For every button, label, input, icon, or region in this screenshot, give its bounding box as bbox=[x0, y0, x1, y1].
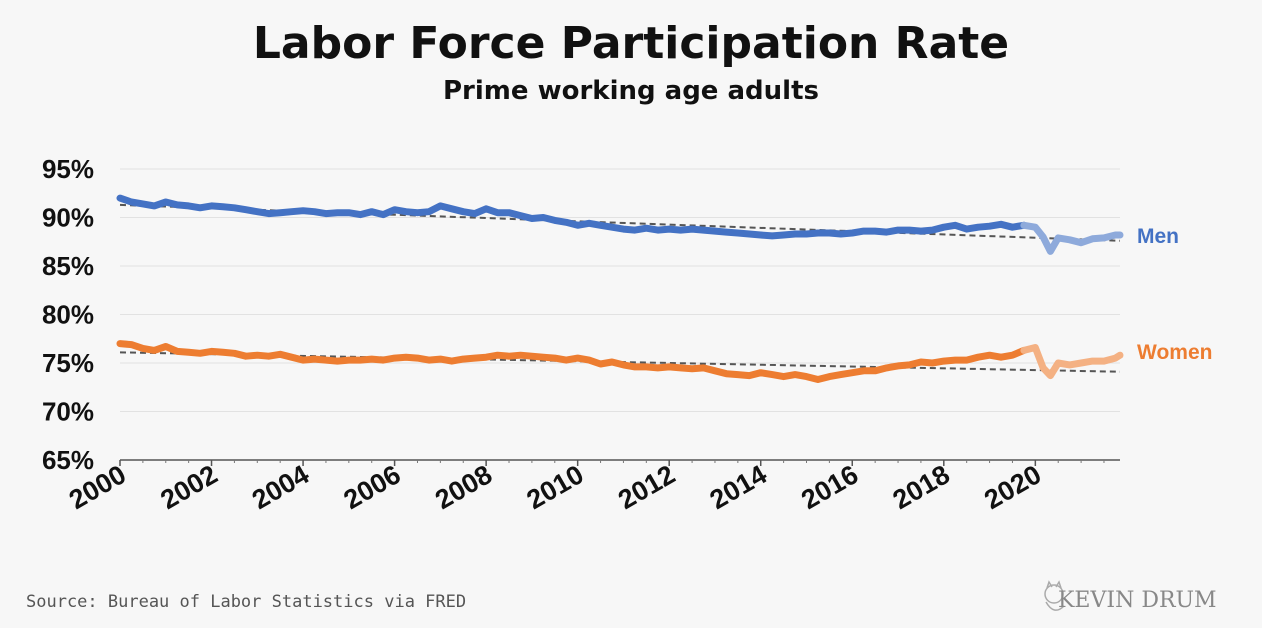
y-tick-label: 95% bbox=[42, 154, 94, 184]
x-tick-label: 2010 bbox=[522, 459, 589, 515]
x-tick-label: 2012 bbox=[613, 459, 680, 515]
y-axis: 65% 70% 75% 80% 85% 90% 95% bbox=[42, 154, 94, 475]
grid-lines bbox=[120, 168, 1120, 412]
x-tick-label: 2014 bbox=[705, 459, 772, 515]
series-label-men: Men bbox=[1137, 225, 1179, 248]
series-line-men-2020-onward bbox=[1020, 221, 1124, 255]
y-tick-label: 85% bbox=[42, 251, 94, 281]
y-tick-label: 75% bbox=[42, 348, 94, 378]
x-tick-label: 2004 bbox=[247, 459, 314, 515]
x-axis: 2000 2002 2004 2006 2008 2010 2012 2014 2016 2018… bbox=[64, 459, 1120, 515]
chart-subtitle: Prime working age adults bbox=[443, 76, 819, 106]
series-label-women: Women bbox=[1137, 341, 1212, 364]
series-line-men bbox=[116, 194, 1028, 240]
trendline-men bbox=[119, 203, 1121, 242]
x-tick-label: 2018 bbox=[888, 459, 955, 515]
cat-logo-icon bbox=[1044, 580, 1065, 611]
series-line-women bbox=[116, 340, 1028, 383]
x-tick-label: 2006 bbox=[339, 459, 406, 515]
series-labels: Men Women bbox=[1137, 225, 1212, 364]
y-tick-label: 90% bbox=[42, 203, 94, 233]
series-lines bbox=[116, 194, 1124, 383]
x-tick-label: 2016 bbox=[796, 459, 863, 515]
source-note: Source: Bureau of Labor Statistics via F… bbox=[26, 592, 467, 612]
x-tick-label: 2002 bbox=[156, 459, 223, 515]
y-tick-label: 70% bbox=[42, 397, 94, 427]
y-tick-label: 65% bbox=[42, 445, 94, 475]
logo-text: KEVIN DRUM bbox=[1058, 588, 1217, 613]
series-line-women-2020-onward bbox=[1020, 344, 1124, 380]
y-tick-label: 80% bbox=[42, 300, 94, 330]
chart-title: Labor Force Participation Rate bbox=[252, 18, 1010, 69]
x-tick-label: 2008 bbox=[430, 459, 497, 515]
x-tick-label: 2020 bbox=[979, 459, 1046, 515]
